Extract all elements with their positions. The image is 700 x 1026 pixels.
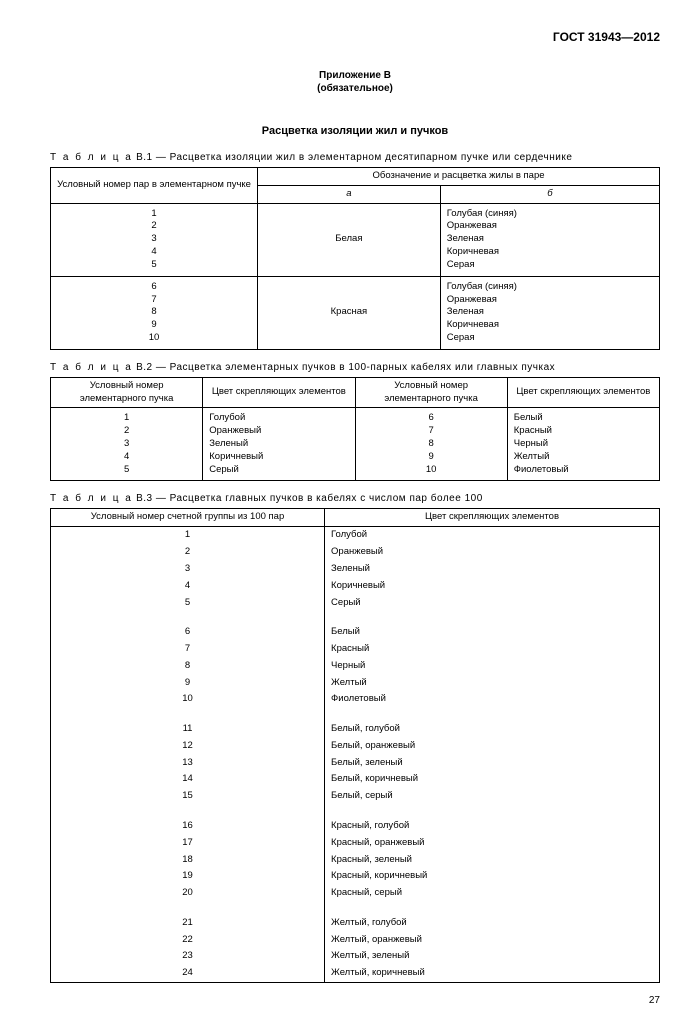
t1-head-left: Условный номер пар в элементарном пучке: [51, 168, 258, 204]
t3-color-cell: Зеленый: [325, 561, 660, 578]
t1-nums-cell: 678910: [51, 276, 258, 349]
t2-h2: Цвет скрепляющих элементов: [203, 377, 355, 408]
page-number: 27: [50, 995, 660, 1006]
t2-cell: 12345: [51, 408, 203, 481]
t2-cell: БелыйКрасныйЧерныйЖелтыйФиолетовый: [507, 408, 659, 481]
t3-num-cell: 15: [51, 788, 325, 805]
t1-a-cell: Красная: [258, 276, 441, 349]
t3-color-cell: Желтый, голубой: [325, 915, 660, 932]
t3-color-cell: Белый, голубой: [325, 721, 660, 738]
table2-caption-text: В.2 — Расцветка элементарных пучков в 10…: [136, 362, 555, 373]
table3-caption: Т а б л и ц а В.3 — Расцветка главных пу…: [50, 493, 660, 504]
table3: Условный номер счетной группы из 100 пар…: [50, 508, 660, 983]
t3-h1: Условный номер счетной группы из 100 пар: [51, 509, 325, 527]
t3-color-cell: Желтый: [325, 675, 660, 692]
appendix-heading: Приложение В (обязательное): [50, 69, 660, 95]
t1-col-a: а: [258, 185, 441, 203]
t1-nums-cell: 12345: [51, 203, 258, 276]
t3-num-cell: 1: [51, 527, 325, 544]
table1: Условный номер пар в элементарном пучке …: [50, 167, 660, 350]
t3-color-cell: Белый, зеленый: [325, 755, 660, 772]
t3-num-cell: 20: [51, 885, 325, 902]
t1-b-cell: Голубая (синяя)ОранжеваяЗеленаяКоричнева…: [440, 276, 659, 349]
t3-num-cell: 6: [51, 624, 325, 641]
t3-num-cell: 23: [51, 948, 325, 965]
t3-color-cell: Белый: [325, 624, 660, 641]
t3-color-cell: Красный: [325, 641, 660, 658]
t3-color-cell: Красный, зеленый: [325, 852, 660, 869]
t3-color-cell: Белый, оранжевый: [325, 738, 660, 755]
t3-color-cell: Коричневый: [325, 578, 660, 595]
t3-h2: Цвет скрепляющих элементов: [325, 509, 660, 527]
t3-num-cell: 11: [51, 721, 325, 738]
appendix-line1: Приложение В: [319, 70, 391, 81]
t3-num-cell: 12: [51, 738, 325, 755]
t3-color-cell: Желтый, коричневый: [325, 965, 660, 982]
t3-num-cell: 24: [51, 965, 325, 982]
table1-caption: Т а б л и ц а В.1 — Расцветка изоляции ж…: [50, 152, 660, 163]
table2-caption-prefix: Т а б л и ц а: [50, 362, 133, 373]
t1-col-b: б: [440, 185, 659, 203]
t3-num-cell: 9: [51, 675, 325, 692]
t3-color-cell: Белый, коричневый: [325, 771, 660, 788]
t1-b-cell: Голубая (синяя)ОранжеваяЗеленаяКоричнева…: [440, 203, 659, 276]
t3-color-cell: Желтый, оранжевый: [325, 932, 660, 949]
t3-num-cell: 10: [51, 691, 325, 708]
t1-head-group: Обозначение и расцветка жилы в паре: [258, 168, 660, 186]
t3-num-cell: 2: [51, 544, 325, 561]
t2-h1: Условный номер элементарного пучка: [51, 377, 203, 408]
t3-num-cell: 18: [51, 852, 325, 869]
t3-color-cell: Желтый, зеленый: [325, 948, 660, 965]
table3-caption-text: В.3 — Расцветка главных пучков в кабелях…: [136, 493, 483, 504]
t3-num-cell: 16: [51, 818, 325, 835]
t3-num-cell: 8: [51, 658, 325, 675]
t2-cell: 678910: [355, 408, 507, 481]
t3-num-cell: 13: [51, 755, 325, 772]
t2-h3: Условный номер элементарного пучка: [355, 377, 507, 408]
t3-color-cell: Красный, голубой: [325, 818, 660, 835]
t2-cell: ГолубойОранжевыйЗеленыйКоричневыйСерый: [203, 408, 355, 481]
t3-num-cell: 19: [51, 868, 325, 885]
page: ГОСТ 31943—2012 Приложение В (обязательн…: [0, 0, 700, 1026]
t2-h4: Цвет скрепляющих элементов: [507, 377, 659, 408]
t3-num-cell: 14: [51, 771, 325, 788]
t3-color-cell: Красный, серый: [325, 885, 660, 902]
t3-num-cell: 5: [51, 595, 325, 612]
appendix-line2: (обязательное): [317, 83, 393, 94]
t3-num-cell: 22: [51, 932, 325, 949]
table2: Условный номер элементарного пучка Цвет …: [50, 377, 660, 482]
t3-num-cell: 3: [51, 561, 325, 578]
t3-num-cell: 21: [51, 915, 325, 932]
t3-color-cell: Белый, серый: [325, 788, 660, 805]
t3-color-cell: Серый: [325, 595, 660, 612]
t1-a-cell: Белая: [258, 203, 441, 276]
document-id: ГОСТ 31943—2012: [50, 30, 660, 44]
table1-caption-prefix: Т а б л и ц а: [50, 152, 133, 163]
t3-color-cell: Фиолетовый: [325, 691, 660, 708]
t3-num-cell: 7: [51, 641, 325, 658]
section-title: Расцветка изоляции жил и пучков: [50, 125, 660, 137]
t3-num-cell: 17: [51, 835, 325, 852]
t3-color-cell: Оранжевый: [325, 544, 660, 561]
t3-color-cell: Красный, коричневый: [325, 868, 660, 885]
t3-color-cell: Голубой: [325, 527, 660, 544]
t3-color-cell: Черный: [325, 658, 660, 675]
t3-num-cell: 4: [51, 578, 325, 595]
table1-caption-text: В.1 — Расцветка изоляции жил в элементар…: [136, 152, 572, 163]
t3-color-cell: Красный, оранжевый: [325, 835, 660, 852]
table2-caption: Т а б л и ц а В.2 — Расцветка элементарн…: [50, 362, 660, 373]
table3-caption-prefix: Т а б л и ц а: [50, 493, 133, 504]
